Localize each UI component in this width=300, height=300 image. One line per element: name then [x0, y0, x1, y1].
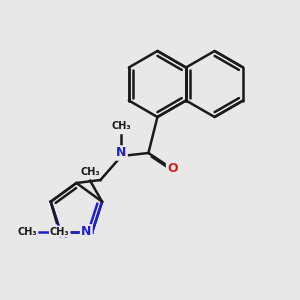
- Text: N: N: [116, 146, 127, 160]
- Text: CH₃: CH₃: [18, 227, 38, 237]
- Text: O: O: [167, 161, 178, 175]
- Text: CH₃: CH₃: [50, 227, 70, 237]
- Text: N: N: [81, 225, 92, 238]
- Text: CH₃: CH₃: [112, 121, 131, 131]
- Text: CH₃: CH₃: [80, 167, 100, 177]
- Text: N: N: [58, 228, 69, 241]
